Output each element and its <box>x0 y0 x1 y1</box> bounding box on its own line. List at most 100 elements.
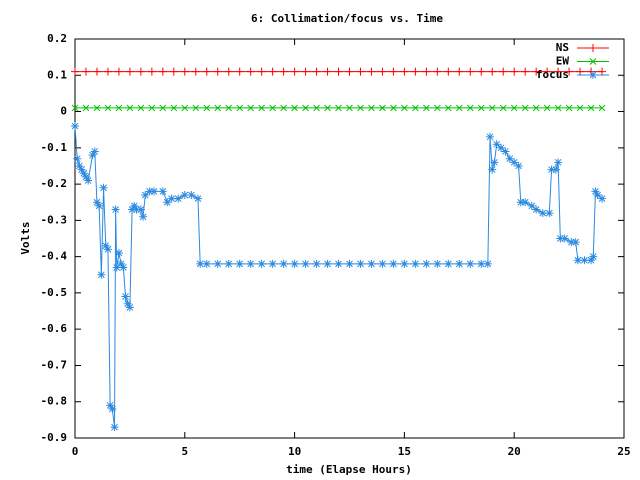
point-marker <box>433 104 441 112</box>
point-marker <box>510 158 519 167</box>
point-marker <box>490 158 499 167</box>
point-marker <box>466 259 475 268</box>
point-marker <box>543 67 552 76</box>
point-marker <box>313 104 320 112</box>
y-tick-label: -0.2 <box>41 177 68 190</box>
point-marker <box>323 67 332 76</box>
point-marker <box>571 238 580 247</box>
point-marker <box>202 67 211 76</box>
y-tick-label: -0.6 <box>41 322 68 335</box>
point-marker <box>598 194 607 203</box>
point-marker <box>187 190 196 199</box>
legend-label: focus <box>536 68 569 81</box>
point-marker <box>593 190 602 199</box>
point-marker <box>301 259 310 268</box>
point-marker <box>422 259 431 268</box>
x-tick-label: 15 <box>398 445 411 458</box>
point-marker <box>488 67 497 76</box>
point-marker <box>505 154 514 163</box>
y-tick-label: -0.9 <box>41 431 68 444</box>
point-marker <box>101 241 110 250</box>
legend-swatch <box>577 58 609 65</box>
point-marker <box>466 104 474 112</box>
point-marker <box>455 67 464 76</box>
point-marker <box>492 140 501 149</box>
point-marker <box>412 104 419 112</box>
point-marker <box>117 259 126 268</box>
point-marker <box>587 104 595 112</box>
point-marker <box>422 67 431 76</box>
point-marker <box>560 234 569 243</box>
legend-swatch <box>577 44 609 52</box>
point-marker <box>499 104 507 112</box>
point-marker <box>95 201 104 210</box>
point-marker <box>104 104 112 112</box>
point-marker <box>90 147 99 156</box>
point-marker <box>455 259 464 268</box>
point-marker <box>390 104 397 112</box>
point-marker <box>193 194 202 203</box>
y-tick-label: -0.4 <box>41 250 68 263</box>
point-marker <box>554 104 562 112</box>
point-marker <box>587 67 596 76</box>
point-marker <box>71 67 79 76</box>
point-marker <box>137 104 145 112</box>
legend-swatch <box>577 71 609 79</box>
point-marker <box>258 104 266 112</box>
point-marker <box>532 205 541 214</box>
point-marker <box>477 259 486 268</box>
point-marker <box>224 259 233 268</box>
point-marker <box>368 104 375 112</box>
point-marker <box>497 143 506 152</box>
point-marker <box>191 67 200 76</box>
point-marker <box>486 132 495 141</box>
point-marker <box>466 67 475 76</box>
point-marker <box>147 67 156 76</box>
point-marker <box>543 104 551 112</box>
x-tick-label: 5 <box>181 445 188 458</box>
x-tick-label: 20 <box>508 445 521 458</box>
point-marker <box>148 104 156 112</box>
point-marker <box>235 67 244 76</box>
point-marker <box>400 259 409 268</box>
point-marker <box>114 249 123 258</box>
point-marker <box>545 209 554 218</box>
point-marker <box>224 67 233 76</box>
point-marker <box>279 67 288 76</box>
point-marker <box>159 104 167 112</box>
point-marker <box>378 259 387 268</box>
point-marker <box>576 67 585 76</box>
point-marker <box>97 270 106 279</box>
point-marker <box>280 104 287 112</box>
point-marker <box>521 198 530 207</box>
point-marker <box>158 187 167 196</box>
point-marker <box>213 67 222 76</box>
point-marker <box>444 259 453 268</box>
point-marker <box>73 154 82 163</box>
point-marker <box>488 104 496 112</box>
point-marker <box>268 67 277 76</box>
point-marker <box>389 67 398 76</box>
point-marker <box>139 212 148 221</box>
point-marker <box>268 259 277 268</box>
point-marker <box>580 256 589 265</box>
y-tick-label: -0.1 <box>41 141 68 154</box>
point-marker <box>71 104 79 112</box>
point-marker <box>400 67 409 76</box>
x-axis-label: time (Elapse Hours) <box>286 463 412 476</box>
point-marker <box>75 161 84 170</box>
chart-title: 6: Collimation/focus vs. Time <box>251 12 443 25</box>
point-marker <box>573 256 582 265</box>
legend-label: NS <box>556 41 569 54</box>
point-marker <box>150 187 159 196</box>
point-marker <box>77 165 86 174</box>
point-marker <box>565 104 573 112</box>
y-tick-label: -0.8 <box>41 395 68 408</box>
point-marker <box>401 104 408 112</box>
point-marker <box>367 259 376 268</box>
point-marker <box>345 67 354 76</box>
point-marker <box>108 404 117 413</box>
point-marker <box>93 104 101 112</box>
point-marker <box>567 238 576 247</box>
